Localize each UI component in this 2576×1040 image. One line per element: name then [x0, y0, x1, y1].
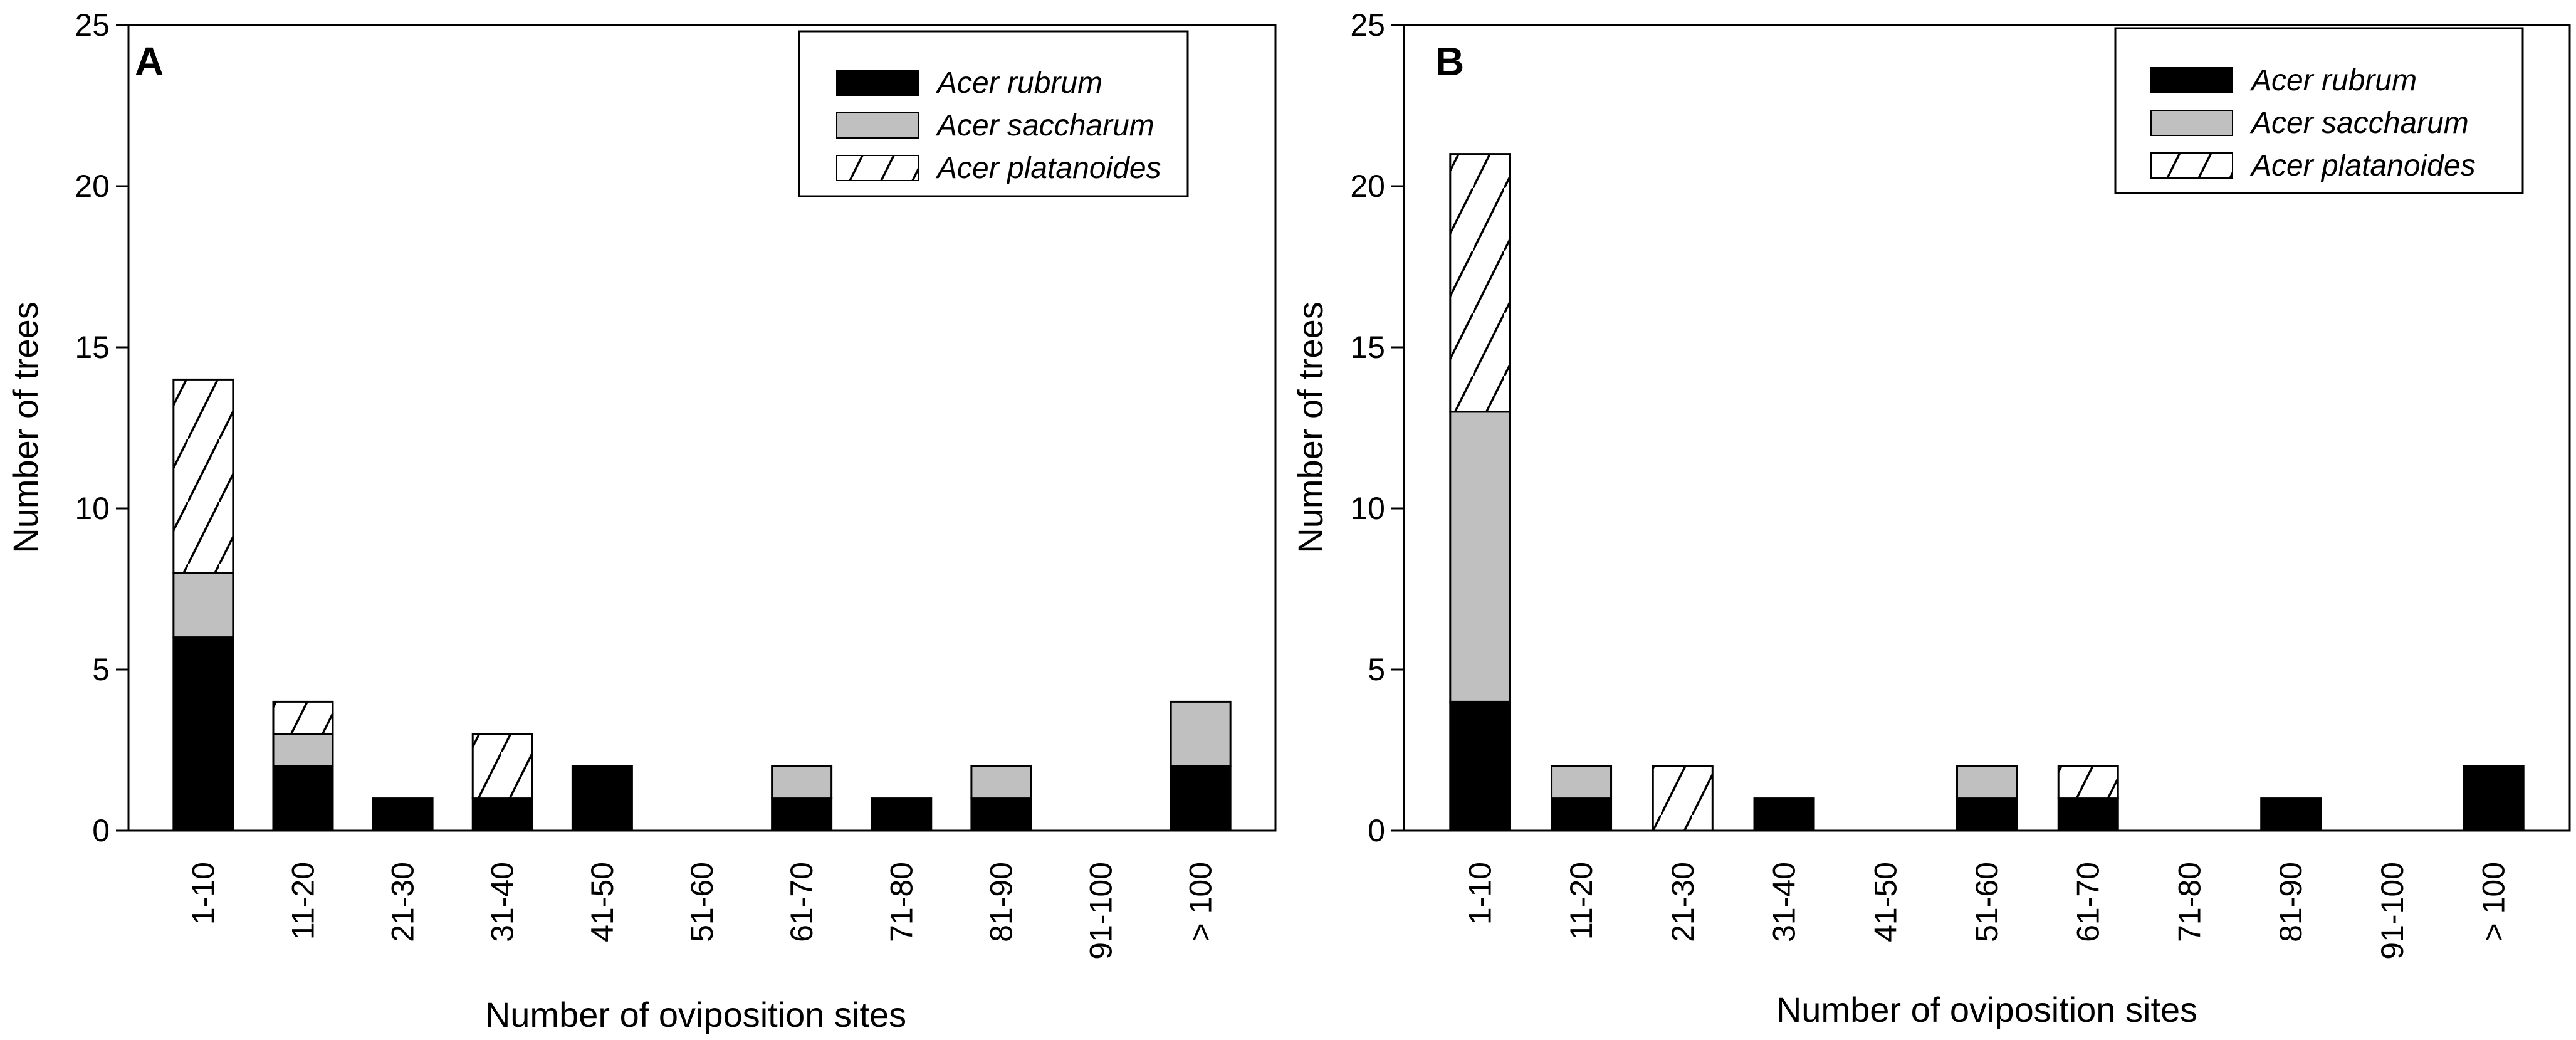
bar-acer-platanoides-21-30: [1652, 765, 1714, 832]
legend-swatch-acer-saccharum: [836, 112, 919, 139]
bar-acer-rubrum-21-30: [372, 797, 434, 832]
x-tick-label: 51-60: [684, 862, 720, 942]
y-tick-label: 10: [1350, 491, 1385, 526]
y-tick-label: 15: [75, 330, 110, 365]
y-axis-label: Number of trees: [1291, 302, 1330, 554]
bar-acer-platanoides-11-20: [272, 700, 334, 735]
bar-acer-rubrum-100: [2463, 765, 2525, 832]
panel-label-a: A: [135, 39, 164, 84]
bar-acer-rubrum-31-40: [1753, 797, 1815, 832]
x-tick-label: 21-30: [385, 862, 421, 942]
bars: [1449, 153, 2525, 832]
legend-label-acer-saccharum: Acer saccharum: [935, 109, 1154, 142]
bar-acer-saccharum-11-20: [272, 733, 334, 767]
x-tick-label: 1-10: [186, 862, 221, 925]
bar-acer-rubrum-31-40: [471, 797, 533, 832]
legend-swatch-acer-saccharum: [2150, 110, 2233, 136]
x-tick-label: 71-80: [884, 862, 919, 942]
x-axis-label: Number of oviposition sites: [1776, 990, 2197, 1029]
bar-acer-rubrum-81-90: [970, 797, 1032, 832]
bar-acer-rubrum-71-80: [871, 797, 933, 832]
bar-acer-saccharum-51-60: [1956, 765, 2018, 800]
bar-acer-platanoides-31-40: [471, 733, 533, 800]
x-tick-label: 21-30: [1665, 862, 1700, 942]
bars: [172, 378, 1232, 832]
x-tick-label: 41-50: [1868, 862, 1903, 942]
bar-acer-rubrum-61-70: [2057, 797, 2119, 832]
y-tick-label: 0: [1368, 813, 1385, 848]
legend-label-acer-platanoides: Acer platanoides: [935, 152, 1161, 185]
y-axis-label: Number of trees: [6, 302, 45, 554]
x-tick-label: 11-20: [285, 862, 320, 940]
bar-acer-saccharum-1-10: [172, 572, 234, 639]
y-axis: 0 5 10 15 20 25: [75, 8, 128, 848]
legend-label-acer-platanoides: Acer platanoides: [2249, 149, 2476, 182]
legend: Acer rubrum Acer saccharum Acer platanoi…: [798, 30, 1189, 197]
x-tick-label: 91-100: [2375, 862, 2410, 960]
legend-label-acer-saccharum: Acer saccharum: [2249, 107, 2469, 140]
x-tick-label: 41-50: [585, 862, 620, 942]
legend-swatch-acer-platanoides: [836, 155, 919, 181]
legend-swatch-acer-platanoides: [2150, 152, 2233, 179]
bar-acer-platanoides-61-70: [2057, 765, 2119, 800]
bar-acer-rubrum-11-20: [1551, 797, 1613, 832]
panel-b: B Number of trees Number of oviposition …: [1291, 8, 2571, 1029]
bar-acer-rubrum-41-50: [571, 765, 633, 832]
panel-label-b: B: [1435, 39, 1464, 84]
bar-acer-platanoides-1-10: [172, 378, 234, 574]
y-tick-label: 20: [75, 169, 110, 204]
y-tick-label: 5: [1368, 652, 1385, 687]
x-axis: 1-10 11-20 21-30 31-40 41-50 51-60 61-70 71-80 8…: [186, 862, 1218, 960]
plot-area-frame: [127, 24, 1277, 832]
bar-acer-saccharum-11-20: [1551, 765, 1613, 800]
y-tick-label: 20: [1350, 169, 1385, 204]
x-tick-label: 71-80: [2172, 862, 2207, 942]
y-tick-label: 25: [75, 8, 110, 43]
bar-acer-saccharum-1-10: [1449, 411, 1511, 703]
bar-acer-rubrum-11-20: [272, 765, 334, 832]
bar-acer-rubrum-81-90: [2260, 797, 2322, 832]
bar-acer-rubrum-1-10: [1449, 700, 1511, 832]
x-tick-label: 1-10: [1462, 862, 1497, 925]
bar-acer-saccharum-61-70: [771, 765, 833, 800]
bar-acer-saccharum-81-90: [970, 765, 1032, 800]
legend-label-acer-rubrum: Acer rubrum: [2249, 64, 2417, 97]
y-tick-label: 10: [75, 491, 110, 526]
x-tick-label: 91-100: [1084, 862, 1119, 960]
x-axis: 1-10 11-20 21-30 31-40 41-50 51-60 61-70 71-80 8…: [1462, 862, 2511, 960]
x-tick-label: 51-60: [1969, 862, 2004, 942]
bar-acer-saccharum-100: [1170, 700, 1232, 767]
panel-a: A Number of trees Number of oviposition …: [6, 8, 1277, 1034]
x-tick-label: 11-20: [1564, 862, 1599, 940]
y-tick-label: 25: [1350, 8, 1385, 43]
x-tick-label: > 100: [2476, 862, 2511, 942]
bar-acer-rubrum-1-10: [172, 636, 234, 832]
legend-swatch-acer-rubrum: [2150, 67, 2233, 93]
bar-acer-rubrum-100: [1170, 765, 1232, 832]
legend-label-acer-rubrum: Acer rubrum: [935, 66, 1102, 100]
x-tick-label: 61-70: [784, 862, 819, 942]
x-tick-label: 31-40: [1767, 862, 1802, 942]
bar-acer-platanoides-1-10: [1449, 153, 1511, 413]
legend: Acer rubrum Acer saccharum Acer platanoi…: [2114, 27, 2524, 194]
y-tick-label: 5: [92, 652, 110, 687]
x-tick-label: 61-70: [2071, 862, 2106, 942]
bar-acer-rubrum-61-70: [771, 797, 833, 832]
x-axis-label: Number of oviposition sites: [485, 995, 906, 1034]
bar-acer-rubrum-51-60: [1956, 797, 2018, 832]
x-tick-label: > 100: [1183, 862, 1218, 942]
legend-swatch-acer-rubrum: [836, 70, 919, 96]
y-tick-label: 0: [92, 813, 110, 848]
y-axis: 0 5 10 15 20 25: [1350, 8, 1404, 848]
y-tick-label: 15: [1350, 330, 1385, 365]
x-tick-label: 81-90: [2273, 862, 2308, 942]
x-tick-label: 81-90: [983, 862, 1018, 942]
x-tick-label: 31-40: [485, 862, 520, 942]
